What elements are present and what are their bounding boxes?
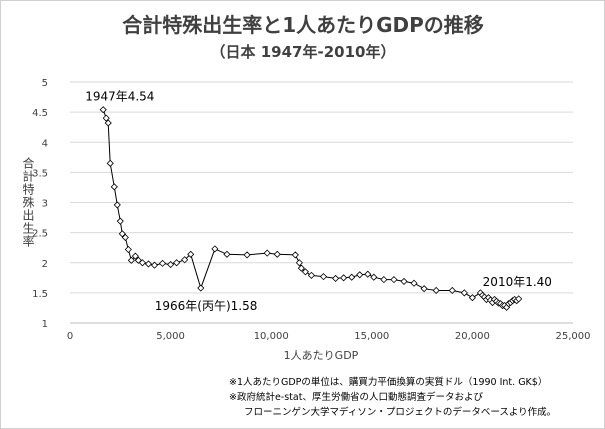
data-point [515,295,523,303]
data-point [173,259,181,267]
data-point [110,183,118,191]
data-point [448,286,456,295]
data-point [297,264,305,272]
y-tick-label: 3 [42,199,48,210]
data-point [102,114,110,122]
y-tick-label: 4 [42,138,48,149]
y-tick-label: 1.5 [32,289,48,300]
footnote: フローニンゲン大学マディソン・プロジェクトのデータベースより作成。 [244,406,556,418]
x-tick-label: 20,000 [455,331,490,342]
chart-title: 合計特殊出生率と1人あたりGDPの推移 [122,13,484,37]
data-point [138,259,146,267]
data-point [400,277,408,285]
data-point [127,256,135,264]
y-tick-label: 2 [42,259,48,270]
data-point [348,273,356,281]
annotation-label: 2010年1.40 [483,275,552,289]
data-point [380,276,388,284]
data-point [167,260,175,269]
annotation-label: 1947年4.54 [85,90,154,104]
data-point [340,274,348,282]
y-tick-label: 5 [42,78,48,89]
y-tick-label: 2.5 [32,229,48,240]
data-point [197,284,205,292]
data-point [301,268,309,276]
data-point [420,285,428,293]
y-tick-label: 4.5 [32,108,48,119]
y-tick-label: 1 [42,319,48,330]
y-tick-label: 3.5 [32,168,48,179]
data-point [211,245,219,253]
data-point [158,259,167,267]
data-point [356,271,364,279]
data-point [124,245,132,254]
data-point [273,250,281,258]
data-point [131,252,139,260]
data-point [104,119,112,127]
data-point [99,106,107,114]
data-point [144,260,153,268]
data-point [263,249,271,257]
data-point [319,273,328,281]
data-point [150,261,159,269]
x-tick-label: 25,000 [556,331,591,342]
data-point [291,251,299,259]
data-point [370,273,378,281]
data-point [307,271,316,279]
x-tick-label: 5,000 [156,331,185,342]
data-point [121,233,129,242]
data-point [223,250,231,258]
data-point [295,259,303,267]
data-point [113,201,121,209]
data-point [364,270,372,278]
y-axis-label: 合計特殊出生率 [21,156,35,248]
data-point [181,256,189,264]
data-point [187,250,195,258]
data-point [106,159,114,167]
data-point [468,294,476,302]
x-tick-label: 10,000 [254,331,289,342]
data-point [390,276,398,284]
data-point [118,230,126,238]
footnote: ※政府統計e-stat、厚生労働省の人口動態調査データおよび [229,391,483,403]
footnote: ※1人あたりGDPの単位は、購買力平価換算の実質ドル（1990 Int. GK$… [229,376,547,388]
data-point [116,217,124,225]
data-point [410,279,418,287]
data-point [460,289,468,297]
data-point [432,286,440,295]
data-point [332,274,340,282]
x-tick-label: 15,000 [354,331,389,342]
chart-subtitle: （日本 1947年-2010年） [211,43,396,61]
x-axis-label: 1人あたりGDP [284,349,359,362]
annotation-label: 1966年(丙午)1.58 [155,299,258,313]
data-point [243,251,251,259]
x-tick-label: 0 [67,331,73,342]
